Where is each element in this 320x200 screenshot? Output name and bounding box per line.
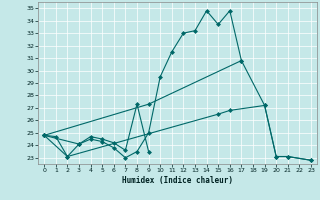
X-axis label: Humidex (Indice chaleur): Humidex (Indice chaleur) — [122, 176, 233, 185]
